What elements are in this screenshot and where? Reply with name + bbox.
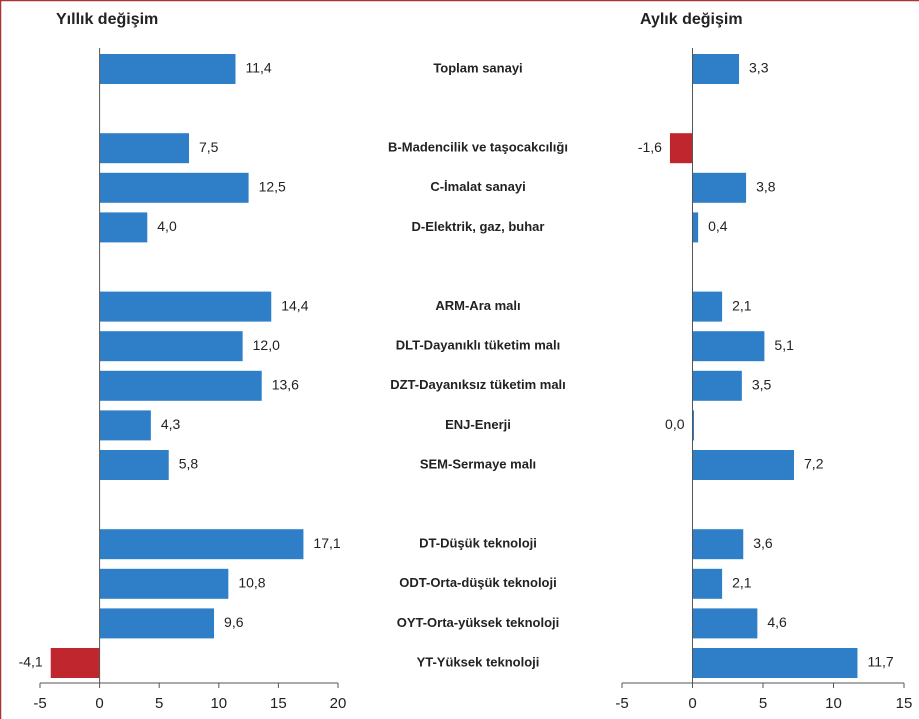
bar [50,648,100,678]
value-label: 3,8 [756,179,776,195]
x-tick-label: 15 [896,695,913,712]
value-label: 2,1 [732,297,752,313]
value-label: 7,5 [199,139,219,155]
bar [692,291,723,322]
bar [99,212,148,243]
bar [692,212,699,243]
bar [692,370,742,401]
x-tick-label: 5 [759,695,767,712]
bar [692,410,694,441]
bar [669,133,693,164]
bar [99,291,272,322]
value-label: 10,8 [238,575,265,591]
value-label: 4,6 [767,614,787,630]
value-label: 17,1 [313,535,340,551]
bar [99,450,169,480]
category-label: ARM-Ara malı [435,298,520,313]
bar [692,450,795,480]
category-label: SEM-Sermaye malı [420,456,536,471]
chart-title: Aylık değişim [640,11,743,28]
x-tick-label: -5 [615,695,628,712]
value-label: 3,5 [752,377,772,393]
bar [99,608,215,639]
bar [692,608,758,639]
x-tick-label: 10 [210,695,227,712]
bar [692,54,740,84]
bar [99,410,151,441]
x-tick-label: -5 [33,695,46,712]
x-tick-label: 5 [155,695,163,712]
category-label: YT-Yüksek teknoloji [417,654,540,669]
x-tick-label: 15 [270,695,287,712]
value-label: 12,5 [259,179,286,195]
value-label: 4,0 [157,218,177,234]
value-label: 0,4 [708,218,728,234]
chart-title: Yıllık değişim [56,11,158,28]
bar [99,172,249,203]
value-label: -1,6 [638,139,662,155]
value-label: 11,4 [245,60,271,76]
category-label: D-Elektrik, gaz, buhar [412,219,545,234]
value-label: 4,3 [161,416,181,432]
value-label: 3,6 [753,535,773,551]
value-label: 0,0 [665,416,685,432]
x-tick-label: 0 [688,695,696,712]
bar [99,133,189,164]
value-label: 2,1 [732,575,752,591]
bar [99,54,236,84]
bar [99,370,262,401]
category-label: OYT-Orta-yüksek teknoloji [397,615,560,630]
x-tick-label: 20 [330,695,347,712]
category-label: DLT-Dayanıklı tüketim malı [396,338,560,353]
category-label: B-Madencilik ve taşocakcılığı [388,140,568,155]
value-label: 5,8 [179,456,199,472]
category-label: ODT-Orta-düşük teknoloji [399,575,556,590]
value-label: 5,1 [774,337,794,353]
x-tick-label: 10 [825,695,842,712]
value-label: 11,7 [867,654,893,670]
value-label: 3,3 [749,60,769,76]
value-label: 7,2 [804,456,824,472]
bar [692,568,723,599]
bar [99,331,243,362]
category-label: ENJ-Enerji [445,417,511,432]
category-label: C-İmalat sanayi [430,179,525,194]
bar [99,529,304,560]
bar [692,648,858,678]
bar [692,331,765,362]
category-label: Toplam sanayi [433,60,522,75]
value-label: 12,0 [253,337,280,353]
value-label: -4,1 [19,654,43,670]
x-tick-label: 0 [95,695,103,712]
bar [692,172,747,203]
value-label: 9,6 [224,614,244,630]
value-label: 13,6 [272,377,299,393]
category-label: DZT-Dayanıksız tüketim malı [390,377,566,392]
bar [99,568,229,599]
category-label: DT-Düşük teknoloji [419,536,537,551]
bar [692,529,744,560]
value-label: 14,4 [281,297,308,313]
